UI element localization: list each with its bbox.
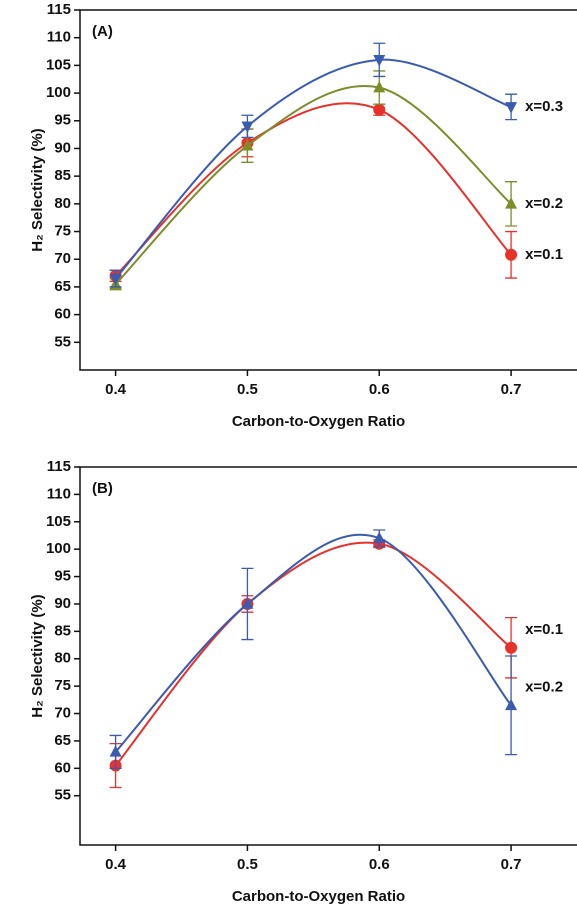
marker (373, 80, 386, 93)
y-tick-label: 110 (47, 29, 71, 46)
series-line (114, 58, 512, 280)
y-tick-label: 70 (54, 704, 71, 721)
x-tick-label: 0.5 (237, 381, 258, 398)
marker (109, 745, 122, 757)
y-tick-label: 65 (54, 732, 71, 749)
y-tick-label: 75 (54, 223, 71, 240)
y-tick-label: 75 (54, 677, 71, 694)
y-tick-label: 95 (54, 568, 71, 585)
x-axis-label: Carbon-to-Oxygen Ratio (232, 413, 405, 430)
marker (505, 698, 518, 711)
y-tick-label: 60 (54, 759, 71, 776)
x-tick-label: 0.6 (369, 381, 390, 398)
series-line (114, 102, 512, 277)
x-tick-label: 0.7 (501, 381, 522, 398)
y-tick-label: 65 (54, 278, 71, 295)
marker (373, 531, 386, 544)
marker (505, 641, 518, 654)
series-line (114, 541, 512, 767)
y-axis-label: H₂ Selectivity (%) (29, 128, 46, 251)
y-tick-label: 115 (47, 1, 71, 18)
y-tick-label: 100 (46, 84, 71, 101)
y-axis-label: H₂ Selectivity (%) (29, 594, 46, 717)
y-tick-label: 85 (54, 622, 71, 639)
y-tick-label: 115 (47, 458, 71, 475)
x-tick-label: 0.5 (237, 856, 258, 873)
y-tick-label: 110 (47, 485, 71, 502)
y-tick-label: 70 (54, 250, 71, 267)
y-tick-label: 55 (54, 787, 71, 804)
axis-frame (79, 9, 577, 371)
x-tick-label: 0.7 (501, 856, 522, 873)
marker (373, 55, 386, 67)
y-tick-label: 105 (46, 513, 71, 530)
x-tick-label: 0.4 (105, 381, 127, 398)
y-tick-label: 100 (46, 540, 71, 557)
marker (241, 121, 254, 133)
marker (241, 139, 254, 151)
panel-label: (A) (92, 23, 113, 40)
series-label: x=0.2 (525, 195, 563, 212)
series-label: x=0.2 (525, 678, 563, 695)
x-tick-label: 0.6 (369, 856, 390, 873)
y-tick-label: 80 (54, 195, 71, 212)
y-tick-label: 55 (54, 333, 71, 350)
series-line (114, 533, 512, 753)
x-tick-label: 0.4 (105, 856, 127, 873)
y-tick-label: 90 (54, 139, 71, 156)
y-tick-label: 105 (46, 56, 71, 73)
marker (109, 273, 122, 286)
axis-frame (79, 466, 577, 846)
y-tick-label: 60 (54, 306, 71, 323)
marker (505, 102, 518, 114)
y-tick-label: 95 (54, 112, 71, 129)
series-label: x=0.1 (525, 621, 563, 638)
marker (373, 103, 386, 116)
marker (505, 248, 518, 261)
panel-label: (B) (92, 480, 113, 497)
series-label: x=0.3 (525, 98, 563, 115)
y-tick-label: 85 (54, 167, 71, 184)
y-tick-label: 80 (54, 650, 71, 667)
series-line (114, 85, 512, 285)
y-tick-label: 90 (54, 595, 71, 612)
marker (505, 197, 518, 209)
x-axis-label: Carbon-to-Oxygen Ratio (232, 888, 405, 905)
marker (241, 597, 254, 609)
series-label: x=0.1 (525, 246, 563, 263)
